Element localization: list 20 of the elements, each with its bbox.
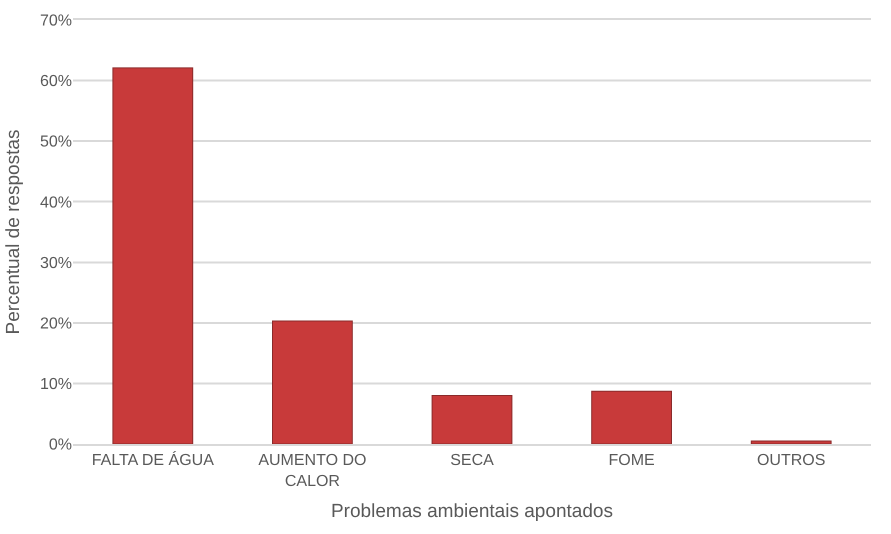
y-axis-title: Percentual de respostas (2, 130, 24, 334)
y-tick-label: 60% (40, 73, 72, 90)
bar (591, 390, 672, 444)
bar (112, 67, 194, 444)
y-tick-label: 20% (40, 315, 72, 332)
y-tick-label: 10% (40, 376, 72, 394)
x-tick-label: AUMENTO DO CALOR (258, 452, 366, 490)
x-tick-label: FOME (608, 452, 655, 469)
x-tick-label: SECA (450, 452, 494, 469)
y-tick-label: 0% (48, 436, 72, 454)
y-tick-label: 30% (40, 254, 72, 272)
x-tick-label: OUTROS (756, 452, 826, 469)
bar (272, 320, 353, 444)
x-axis-title: Problemas ambientais apontados (330, 501, 614, 522)
bar (750, 440, 832, 444)
y-tick-label: 70% (40, 12, 72, 30)
x-tick-label: FALTA DE ÁGUA (92, 450, 214, 469)
y-tick-label: 40% (40, 194, 72, 212)
bar (432, 395, 512, 444)
y-tick-label: 50% (40, 134, 72, 151)
